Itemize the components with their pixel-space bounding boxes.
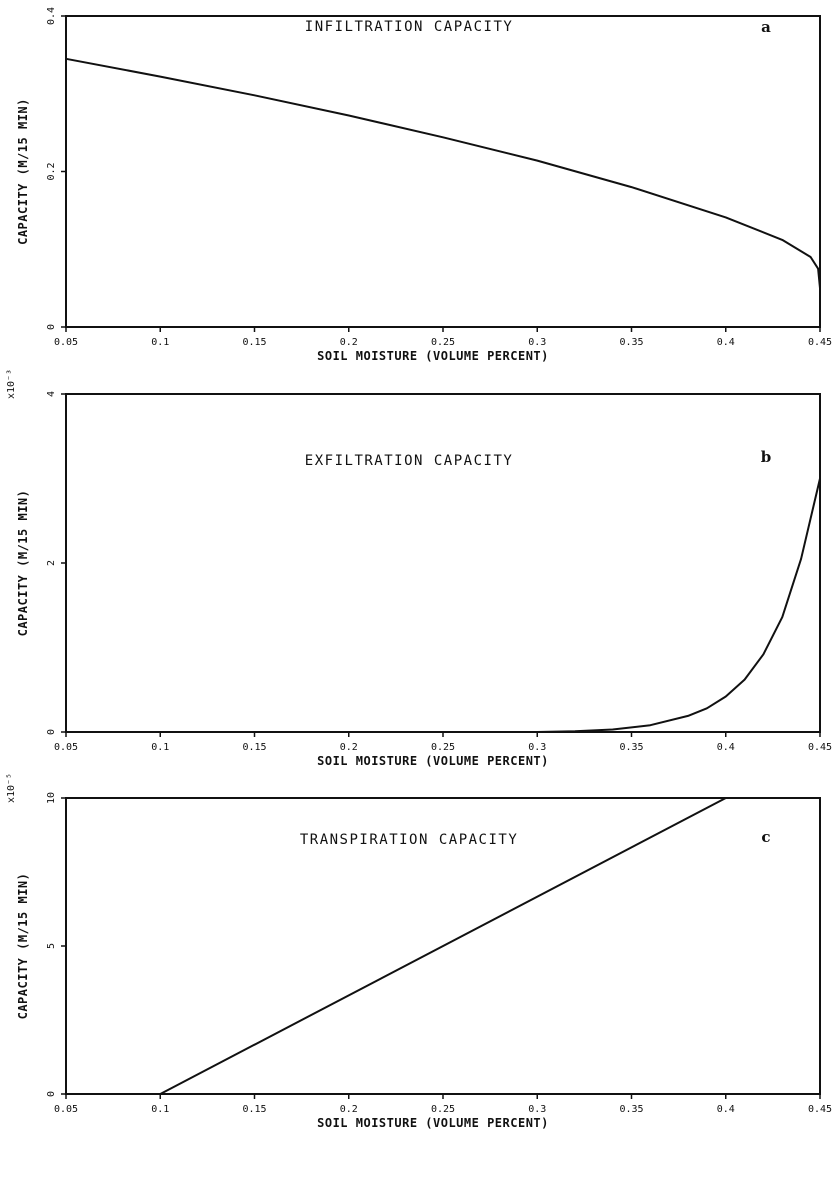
x-tick-label: 0.3 xyxy=(528,1104,546,1115)
x-tick-label: 0.35 xyxy=(619,742,643,753)
chart-title: EXFILTRATION CAPACITY xyxy=(305,453,514,469)
series-line-a xyxy=(65,57,821,289)
y-tick-label: 0 xyxy=(46,1091,57,1097)
x-tick-label: 0.45 xyxy=(808,742,832,753)
series-line-c xyxy=(159,797,820,1095)
x-axis-label: SOIL MOISTURE (VOLUME PERCENT) xyxy=(317,1116,549,1130)
y-tick-label: 4 xyxy=(46,391,57,397)
x-axis-label: SOIL MOISTURE (VOLUME PERCENT) xyxy=(317,754,549,768)
panel-label: a xyxy=(761,18,771,36)
panel-label: b xyxy=(761,448,772,466)
chart-title: INFILTRATION CAPACITY xyxy=(305,19,514,35)
x-tick-label: 0.15 xyxy=(242,337,266,348)
x-tick-label: 0.4 xyxy=(717,1104,735,1115)
chart-title: TRANSPIRATION CAPACITY xyxy=(300,832,518,848)
y-axis-label: CAPACITY (M/15 MIN) xyxy=(16,98,30,245)
x-tick-label: 0.2 xyxy=(340,742,358,753)
x-tick-label: 0.45 xyxy=(808,337,832,348)
y-tick-label: 10 xyxy=(46,792,57,804)
y-axis-label: CAPACITY (M/15 MIN) xyxy=(16,873,30,1020)
y-axis-multiplier: x10⁻⁵ xyxy=(6,773,17,803)
x-tick-label: 0.3 xyxy=(528,742,546,753)
x-tick-label: 0.1 xyxy=(151,337,169,348)
x-tick-label: 0.35 xyxy=(619,337,643,348)
x-tick-label: 0.25 xyxy=(431,337,455,348)
x-tick-label: 0.1 xyxy=(151,1104,169,1115)
x-tick-label: 0.35 xyxy=(619,1104,643,1115)
plot-frame-b xyxy=(65,393,821,733)
x-tick-label: 0.45 xyxy=(808,1104,832,1115)
y-tick-label: 2 xyxy=(46,560,57,566)
plot-frame-a xyxy=(65,15,821,328)
x-tick-label: 0.2 xyxy=(340,1104,358,1115)
x-tick-label: 0.05 xyxy=(54,337,78,348)
x-tick-label: 0.4 xyxy=(717,337,735,348)
x-tick-label: 0.25 xyxy=(431,1104,455,1115)
x-tick-label: 0.15 xyxy=(242,1104,266,1115)
x-axis-label: SOIL MOISTURE (VOLUME PERCENT) xyxy=(317,349,549,363)
x-tick-label: 0.4 xyxy=(717,742,735,753)
x-tick-label: 0.25 xyxy=(431,742,455,753)
y-axis-multiplier: x10⁻³ xyxy=(6,369,17,399)
x-tick-label: 0.3 xyxy=(528,337,546,348)
y-tick-label: 0 xyxy=(46,324,57,330)
x-tick-label: 0.05 xyxy=(54,1104,78,1115)
x-tick-label: 0.05 xyxy=(54,742,78,753)
y-axis-label: CAPACITY (M/15 MIN) xyxy=(16,490,30,637)
y-tick-label: 0.2 xyxy=(46,162,57,180)
y-tick-label: 0 xyxy=(46,729,57,735)
x-tick-label: 0.15 xyxy=(242,742,266,753)
y-tick-label: 0.4 xyxy=(46,7,57,25)
series-line-b xyxy=(66,478,821,733)
y-tick-label: 5 xyxy=(46,943,57,949)
panel-label: c xyxy=(761,828,770,846)
x-tick-label: 0.2 xyxy=(340,337,358,348)
x-tick-label: 0.1 xyxy=(151,742,169,753)
